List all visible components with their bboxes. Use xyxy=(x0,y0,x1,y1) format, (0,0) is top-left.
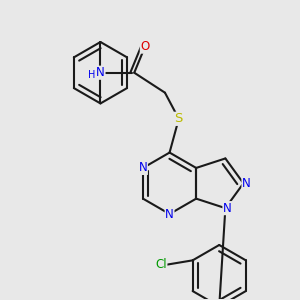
Text: H: H xyxy=(88,70,95,80)
Text: N: N xyxy=(96,66,105,79)
Text: O: O xyxy=(140,40,150,53)
Text: Cl: Cl xyxy=(155,259,167,272)
Text: N: N xyxy=(223,202,232,214)
Text: N: N xyxy=(165,208,174,220)
Text: N: N xyxy=(242,177,251,190)
Text: S: S xyxy=(175,112,183,125)
Text: N: N xyxy=(139,161,147,174)
